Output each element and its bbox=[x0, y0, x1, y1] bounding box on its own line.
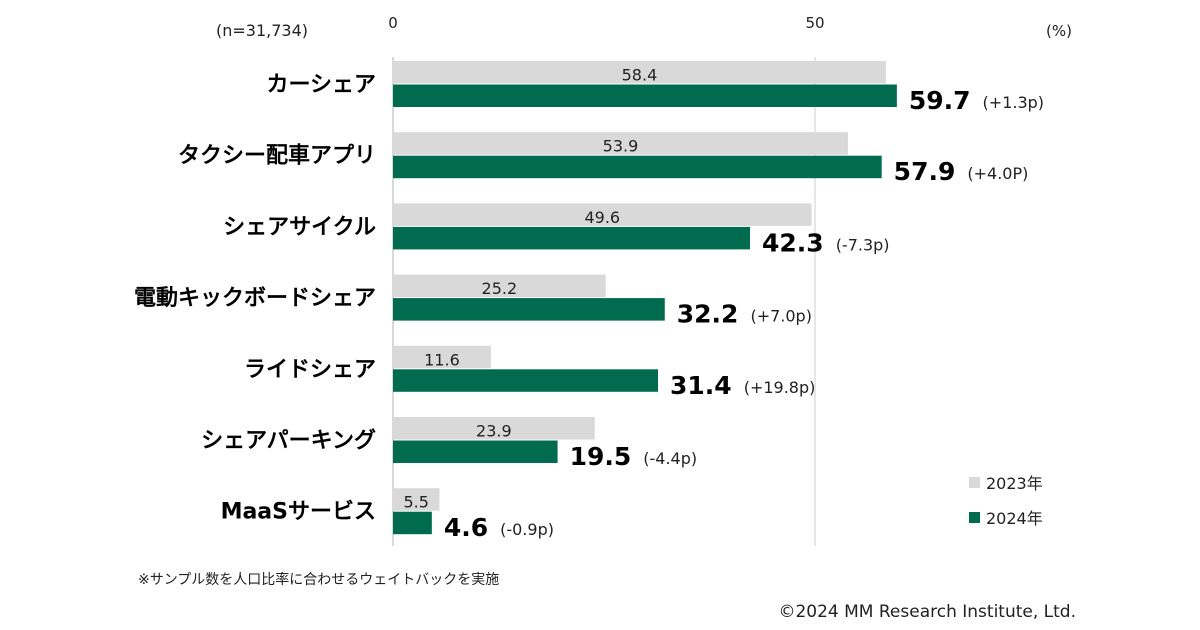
category-label: タクシー配車アプリ bbox=[178, 144, 376, 169]
value-label-2024: 31.4 bbox=[670, 371, 732, 400]
delta-label: (+7.0p) bbox=[750, 307, 812, 326]
value-label-2023: 5.5 bbox=[403, 493, 428, 512]
x-tick-label: 50 bbox=[805, 14, 824, 32]
unit-label: (%) bbox=[1046, 22, 1072, 40]
value-label-2023: 58.4 bbox=[622, 66, 658, 85]
category-group: 58.4 59.7 (+1.3p) bbox=[393, 61, 1044, 115]
sample-size-label: (n=31,734) bbox=[216, 21, 308, 40]
bar-2023 bbox=[393, 132, 848, 155]
value-label-2024: 42.3 bbox=[762, 228, 824, 257]
value-label-2023: 49.6 bbox=[584, 208, 620, 227]
value-label-2023: 11.6 bbox=[424, 350, 460, 369]
value-label-2024: 19.5 bbox=[570, 442, 632, 471]
legend-label-2023: 2023年 bbox=[986, 474, 1043, 493]
legend-label-2024: 2024年 bbox=[986, 509, 1043, 528]
legend-swatch-2023 bbox=[969, 477, 980, 488]
category-group: 49.6 42.3 (-7.3p) bbox=[393, 203, 890, 257]
bar-2023 bbox=[393, 61, 886, 84]
category-label: 電動キックボードシェア bbox=[134, 286, 376, 311]
bar-2024 bbox=[393, 84, 897, 107]
category-group: 25.2 32.2 (+7.0p) bbox=[393, 274, 812, 329]
footnote: ※サンプル数を人口比率に合わせるウェイトバックを実施 bbox=[138, 571, 499, 588]
category-group: 53.9 57.9 (+4.0P) bbox=[393, 132, 1028, 186]
bar-2024 bbox=[393, 298, 665, 321]
bar-2023 bbox=[393, 345, 491, 369]
value-label-2024: 59.7 bbox=[909, 86, 971, 115]
legend: 2023年 2024年 bbox=[969, 474, 1043, 528]
bar-2023 bbox=[393, 274, 606, 298]
category-label: カーシェア bbox=[266, 73, 376, 98]
category-label: シェアパーキング bbox=[201, 428, 376, 454]
delta-label: (-4.4p) bbox=[643, 449, 697, 468]
category-label: シェアサイクル bbox=[223, 215, 376, 240]
category-label: ライドシェア bbox=[244, 357, 376, 382]
delta-label: (+4.0P) bbox=[967, 164, 1028, 183]
value-label-2024: 57.9 bbox=[894, 157, 956, 186]
bar-2024 bbox=[393, 511, 432, 535]
category-labels: カーシェアタクシー配車アプリシェアサイクル電動キックボードシェアライドシェアシェ… bbox=[134, 73, 376, 525]
delta-label: (+19.8p) bbox=[744, 378, 816, 397]
bar-2024 bbox=[393, 226, 751, 250]
delta-label: (-0.9p) bbox=[500, 520, 554, 539]
bar-2024 bbox=[393, 155, 882, 179]
delta-label: (+1.3p) bbox=[983, 93, 1044, 112]
x-tick-label: 0 bbox=[388, 14, 398, 32]
x-axis-ticks: 0 50 bbox=[388, 14, 824, 32]
bar-2023 bbox=[393, 417, 595, 440]
legend-swatch-2024 bbox=[969, 512, 980, 523]
value-label-2024: 4.6 bbox=[444, 513, 488, 542]
value-label-2024: 32.2 bbox=[677, 300, 739, 329]
delta-label: (-7.3p) bbox=[836, 235, 890, 254]
value-label-2023: 25.2 bbox=[482, 279, 518, 298]
bars: 58.4 59.7 (+1.3p) 53.9 57.9 (+4.0P) 49.6 42.3 (-… bbox=[393, 61, 1044, 542]
category-group: 23.9 19.5 (-4.4p) bbox=[393, 417, 697, 471]
copyright: ©2024 MM Research Institute, Ltd. bbox=[778, 602, 1076, 622]
value-label-2023: 23.9 bbox=[476, 422, 512, 441]
bar-2024 bbox=[393, 369, 659, 392]
bar-2023 bbox=[393, 203, 812, 226]
bar-2024 bbox=[393, 440, 558, 463]
category-group: 5.5 4.6 (-0.9p) bbox=[393, 488, 554, 542]
category-group: 11.6 31.4 (+19.8p) bbox=[393, 345, 816, 400]
value-label-2023: 53.9 bbox=[603, 137, 639, 156]
category-label: MaaSサービス bbox=[221, 500, 376, 525]
bar-2023 bbox=[393, 488, 440, 511]
